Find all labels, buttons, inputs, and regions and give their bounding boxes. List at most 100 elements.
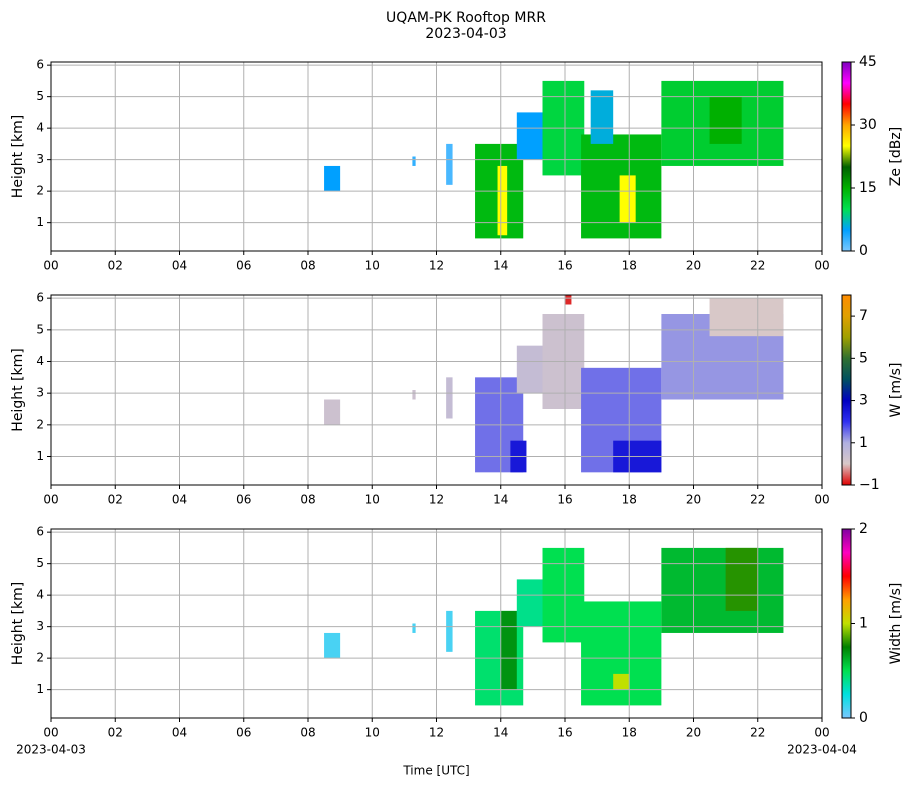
heatmap-cell xyxy=(412,623,416,633)
x-tick-label: 12 xyxy=(429,259,444,273)
chart-subtitle: 2023-04-03 xyxy=(425,26,506,42)
x-tick-label: 00 xyxy=(814,726,829,740)
colorbar-tick-label: 30 xyxy=(859,117,877,133)
colorbar-tick-label: 0 xyxy=(859,243,868,259)
colorbar-tick-label: 0 xyxy=(859,710,868,726)
y-axis-label: Height [km] xyxy=(10,582,26,665)
x-tick-label: 04 xyxy=(172,493,187,507)
colorbar-tick-label: 5 xyxy=(859,350,868,366)
y-tick-label: 2 xyxy=(36,651,44,665)
colorbar-tick-label: 7 xyxy=(859,308,868,324)
x-tick-label: 10 xyxy=(365,493,380,507)
heatmap-cell xyxy=(725,547,758,611)
x-tick-label: 06 xyxy=(236,493,251,507)
y-axis-label: Height [km] xyxy=(10,115,26,198)
heatmap-cell xyxy=(324,399,341,425)
x-tick-label: 12 xyxy=(429,493,444,507)
y-tick-label: 5 xyxy=(36,322,44,336)
x-tick-label: 00 xyxy=(43,726,58,740)
heatmap-cell xyxy=(446,143,453,185)
x-tick-label: 02 xyxy=(108,726,123,740)
heatmap-cell xyxy=(709,298,784,337)
x-date-label: 2023-04-03 xyxy=(16,743,86,757)
y-tick-label: 1 xyxy=(36,215,44,229)
heatmap-cell xyxy=(446,610,453,652)
x-tick-label: 06 xyxy=(236,726,251,740)
x-tick-label: 02 xyxy=(108,493,123,507)
colorbar-tick-label: 45 xyxy=(859,54,877,70)
x-tick-label: 20 xyxy=(686,726,701,740)
x-tick-label: 04 xyxy=(172,259,187,273)
x-tick-label: 12 xyxy=(429,726,444,740)
heatmap-cell xyxy=(661,547,784,633)
x-tick-label: 14 xyxy=(493,726,508,740)
y-tick-label: 4 xyxy=(36,121,44,135)
y-tick-label: 6 xyxy=(36,291,44,305)
colorbar-tick-label: 15 xyxy=(859,180,877,196)
x-tick-label: 00 xyxy=(43,493,58,507)
x-tick-label: 08 xyxy=(300,259,315,273)
colorbar-label: Ze [dBz] xyxy=(888,127,904,186)
y-tick-label: 2 xyxy=(36,417,44,431)
colorbar-tick-label: 3 xyxy=(859,393,868,409)
y-tick-label: 3 xyxy=(36,152,44,166)
x-tick-label: 18 xyxy=(622,726,637,740)
heatmap-cell xyxy=(619,175,636,223)
heatmap-cell xyxy=(500,610,517,690)
colorbar xyxy=(841,528,852,719)
heatmap-cell xyxy=(324,632,341,659)
colorbar-tick-label: 1 xyxy=(859,616,868,632)
y-tick-label: 6 xyxy=(36,58,44,72)
y-tick-label: 5 xyxy=(36,89,44,103)
colorbar-tick-label: −1 xyxy=(859,477,880,493)
x-tick-label: 22 xyxy=(750,493,765,507)
x-tick-label: 02 xyxy=(108,259,123,273)
x-tick-label: 20 xyxy=(686,259,701,273)
heatmap-cell xyxy=(590,90,614,144)
colorbar-label: Width [m/s] xyxy=(888,583,904,665)
x-tick-label: 22 xyxy=(750,259,765,273)
x-tick-label: 14 xyxy=(493,493,508,507)
y-tick-label: 3 xyxy=(36,619,44,633)
x-tick-label: 08 xyxy=(300,493,315,507)
plot-frame xyxy=(50,294,823,486)
x-tick-label: 00 xyxy=(814,259,829,273)
x-tick-label: 16 xyxy=(557,493,572,507)
x-tick-label: 00 xyxy=(814,493,829,507)
y-axis-label: Height [km] xyxy=(10,348,26,431)
plot-frame xyxy=(50,528,823,719)
x-tick-label: 10 xyxy=(365,726,380,740)
y-tick-label: 1 xyxy=(36,449,44,463)
colorbar-tick-label: 1 xyxy=(859,435,868,451)
x-tick-label: 18 xyxy=(622,493,637,507)
heatmap-cell xyxy=(709,96,742,144)
colorbar-tick-label: 2 xyxy=(859,521,868,537)
colorbar xyxy=(841,294,852,486)
x-tick-label: 10 xyxy=(365,259,380,273)
colorbar xyxy=(841,61,852,252)
heatmap-cell xyxy=(412,390,416,400)
x-axis-label: Time [UTC] xyxy=(402,764,469,778)
y-tick-label: 1 xyxy=(36,682,44,696)
plot-frame xyxy=(50,61,823,252)
heatmap-cell xyxy=(446,377,453,419)
heatmap-cell xyxy=(565,295,572,305)
y-tick-label: 6 xyxy=(36,525,44,539)
y-tick-label: 4 xyxy=(36,588,44,602)
x-tick-label: 16 xyxy=(557,726,572,740)
x-date-label: 2023-04-04 xyxy=(787,743,857,757)
y-tick-label: 4 xyxy=(36,354,44,368)
heatmap-cell xyxy=(324,165,341,192)
x-tick-label: 20 xyxy=(686,493,701,507)
colorbar-label: W [m/s] xyxy=(888,363,904,418)
heatmap-cell xyxy=(497,165,508,236)
x-tick-label: 16 xyxy=(557,259,572,273)
heatmap-cell xyxy=(412,156,416,166)
y-tick-label: 5 xyxy=(36,556,44,570)
x-tick-label: 18 xyxy=(622,259,637,273)
y-tick-label: 2 xyxy=(36,184,44,198)
chart-title: UQAM-PK Rooftop MRR xyxy=(386,10,546,26)
x-tick-label: 14 xyxy=(493,259,508,273)
heatmap-cell xyxy=(613,673,630,690)
x-tick-label: 08 xyxy=(300,726,315,740)
